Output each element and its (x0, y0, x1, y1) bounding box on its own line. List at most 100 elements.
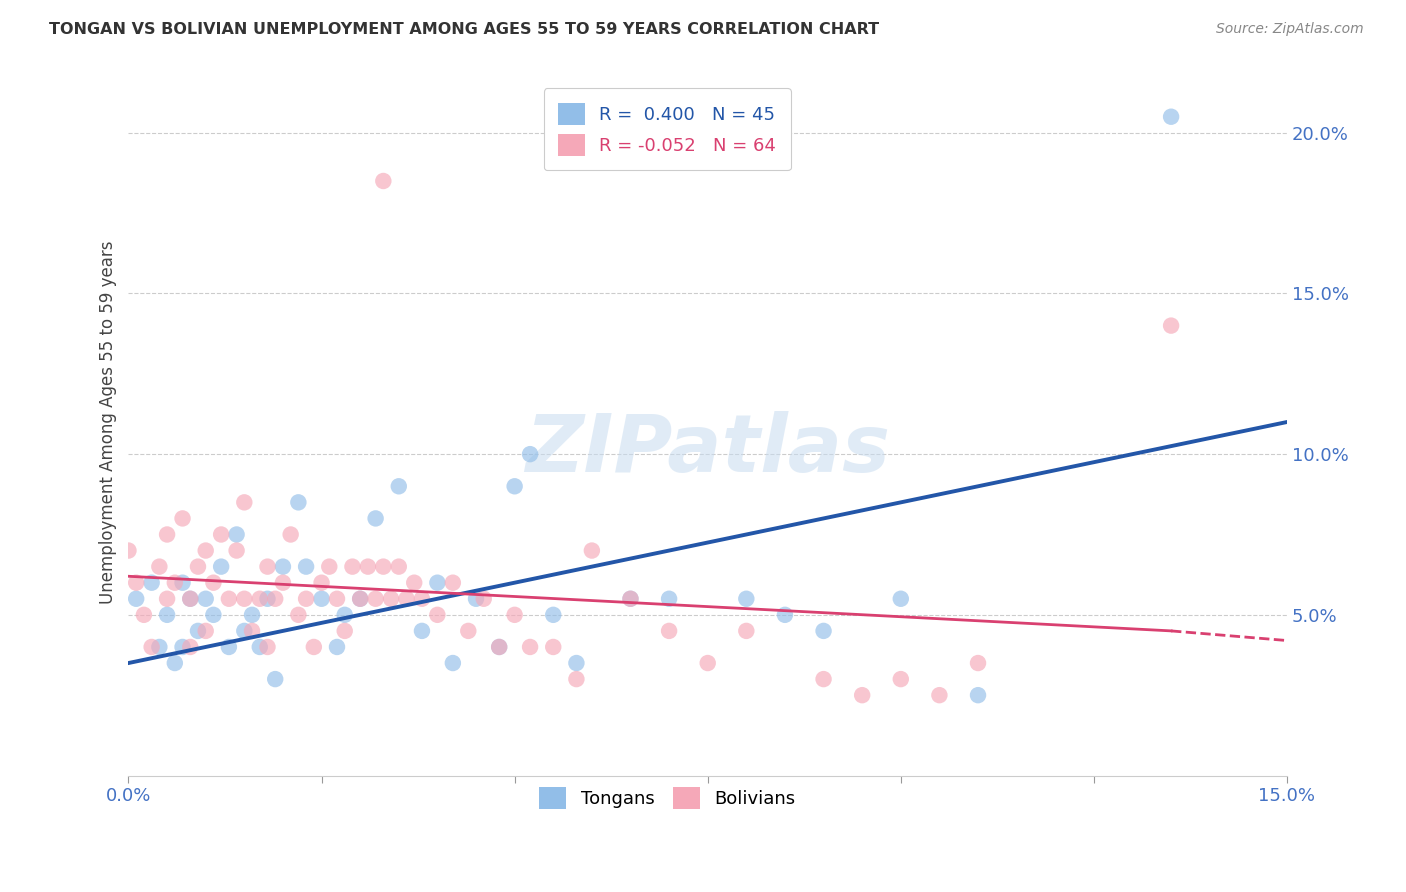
Point (928, 688, 950, 702)
Point (581, 543, 603, 558)
Point (457, 624, 479, 638)
Point (1160, 318, 1182, 333)
Point (388, 479, 411, 493)
Point (441, 575, 464, 590)
Point (326, 640, 349, 654)
Point (218, 640, 240, 654)
Legend: Tongans, Bolivians: Tongans, Bolivians (531, 780, 803, 816)
Point (411, 624, 433, 638)
Point (373, 559, 395, 574)
Point (488, 640, 510, 654)
Point (271, 559, 294, 574)
Point (125, 575, 148, 590)
Point (218, 591, 240, 606)
Point (735, 624, 758, 638)
Point (333, 624, 356, 638)
Point (813, 672, 835, 686)
Point (117, 543, 139, 558)
Point (488, 640, 510, 654)
Point (388, 559, 411, 574)
Point (503, 607, 526, 622)
Point (364, 511, 387, 525)
Point (163, 575, 186, 590)
Point (202, 575, 225, 590)
Point (249, 591, 271, 606)
Point (364, 591, 387, 606)
Point (156, 607, 179, 622)
Point (287, 607, 309, 622)
Point (187, 559, 209, 574)
Point (619, 591, 641, 606)
Point (318, 559, 340, 574)
Point (233, 624, 256, 638)
Point (141, 640, 163, 654)
Point (156, 527, 179, 541)
Point (264, 672, 287, 686)
Text: TONGAN VS BOLIVIAN UNEMPLOYMENT AMONG AGES 55 TO 59 YEARS CORRELATION CHART: TONGAN VS BOLIVIAN UNEMPLOYMENT AMONG AG… (49, 22, 879, 37)
Point (172, 640, 194, 654)
Point (890, 672, 912, 686)
Point (287, 495, 309, 509)
Point (233, 495, 256, 509)
Point (395, 591, 418, 606)
Point (541, 640, 564, 654)
Point (295, 591, 318, 606)
Point (240, 624, 263, 638)
Point (349, 591, 371, 606)
Point (326, 591, 349, 606)
Point (194, 543, 217, 558)
Point (658, 591, 681, 606)
Y-axis label: Unemployment Among Ages 55 to 59 years: Unemployment Among Ages 55 to 59 years (100, 240, 117, 604)
Point (465, 591, 488, 606)
Point (271, 575, 294, 590)
Point (148, 640, 170, 654)
Point (179, 640, 201, 654)
Point (225, 543, 247, 558)
Point (565, 672, 588, 686)
Point (311, 591, 333, 606)
Point (256, 559, 278, 574)
Point (187, 624, 209, 638)
Point (148, 559, 170, 574)
Point (357, 559, 380, 574)
Point (519, 447, 541, 461)
Point (565, 656, 588, 670)
Text: ZIPatlas: ZIPatlas (526, 411, 890, 490)
Point (1160, 110, 1182, 124)
Point (890, 591, 912, 606)
Point (179, 591, 201, 606)
Point (302, 640, 325, 654)
Point (503, 479, 526, 493)
Point (156, 591, 179, 606)
Point (163, 656, 186, 670)
Point (172, 511, 194, 525)
Point (132, 607, 155, 622)
Point (349, 591, 371, 606)
Point (264, 591, 287, 606)
Point (225, 527, 247, 541)
Point (519, 640, 541, 654)
Point (209, 559, 232, 574)
Point (194, 624, 217, 638)
Point (851, 688, 873, 702)
Point (426, 607, 449, 622)
Point (696, 656, 718, 670)
Point (233, 591, 256, 606)
Point (619, 591, 641, 606)
Text: Source: ZipAtlas.com: Source: ZipAtlas.com (1216, 22, 1364, 37)
Point (658, 624, 681, 638)
Point (472, 591, 495, 606)
Point (249, 640, 271, 654)
Point (280, 527, 302, 541)
Point (441, 656, 464, 670)
Point (202, 607, 225, 622)
Point (426, 575, 449, 590)
Point (295, 559, 318, 574)
Point (209, 527, 232, 541)
Point (125, 591, 148, 606)
Point (141, 575, 163, 590)
Point (411, 591, 433, 606)
Point (256, 640, 278, 654)
Point (813, 624, 835, 638)
Point (373, 174, 395, 188)
